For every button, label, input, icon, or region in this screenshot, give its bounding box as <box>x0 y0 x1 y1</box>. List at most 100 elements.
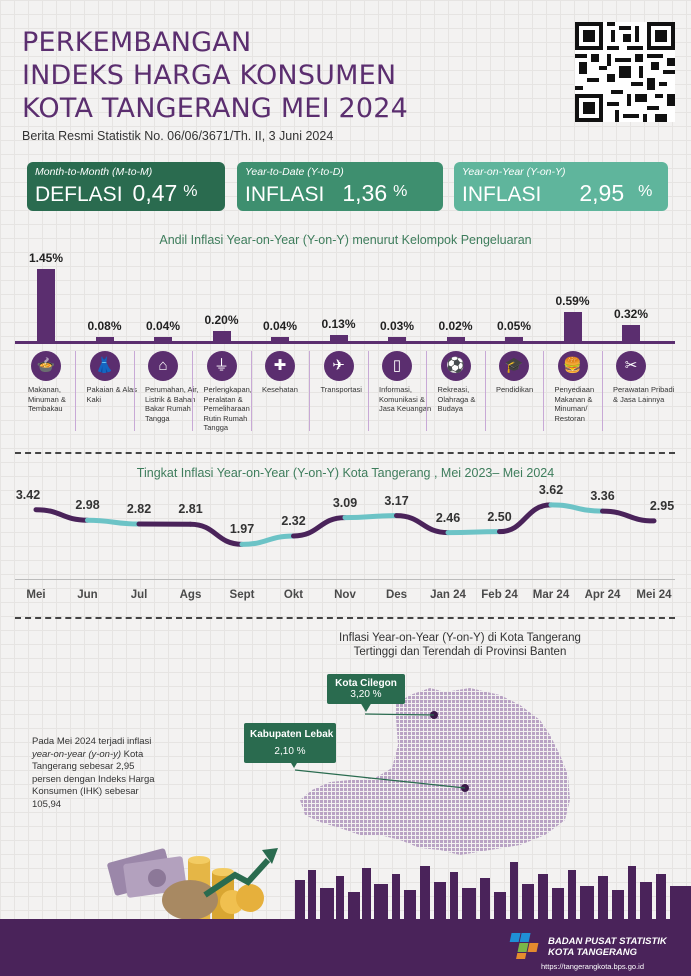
andil-category-label: Perlengkapan, Peralatan & Pemeliharaan R… <box>203 385 252 432</box>
andil-bar <box>37 269 55 341</box>
andil-bar <box>95 337 114 341</box>
trend-month-label: Sept <box>229 589 255 601</box>
footer-bar <box>0 919 691 976</box>
yoy-box: Year-on-Year (Y-on-Y) INFLASI 2,95% <box>454 162 668 211</box>
andil-separator <box>250 351 252 431</box>
bps-name-line-1: BADAN PUSAT STATISTIK <box>548 936 667 947</box>
andil-bar-value: 0.59% <box>555 293 590 308</box>
trend-point-value: 2.95 <box>649 498 675 513</box>
title-line-1: PERKEMBANGAN <box>22 27 252 58</box>
andil-separator <box>601 351 603 431</box>
andil-separator <box>367 351 369 431</box>
yoy-value: 2,95 <box>579 180 625 206</box>
growth-arrow-icon <box>203 857 271 898</box>
andil-category-label: Rekreasi, Olahraga & Budaya <box>437 385 476 413</box>
trend-month-label: Mei 24 <box>636 589 672 601</box>
ytd-box: Year-to-Date (Y-to-D) INFLASI 1,36% <box>237 162 443 211</box>
mtm-value: 0,47 <box>132 180 178 206</box>
lowest-callout: Kabupaten Lebak 2,10 % <box>244 723 336 763</box>
andil-separator <box>75 351 77 431</box>
andil-bar <box>622 325 640 341</box>
trend-line-segment <box>85 517 142 527</box>
trend-point-value: 3.42 <box>15 487 41 502</box>
andil-category-label: Pendidikan <box>496 385 534 394</box>
andil-category-label: Pakaian & Alas Kaki <box>86 385 137 404</box>
andil-bar-value: 0.08% <box>87 319 122 333</box>
trend-point-value: 2.81 <box>178 502 203 517</box>
title-line-3: KOTA TANGERANG MEI 2024 <box>22 93 409 124</box>
yoy-kind: INFLASI <box>462 183 542 206</box>
trend-month-label: Mei <box>26 589 46 601</box>
money-bag-icon <box>162 880 218 920</box>
andil-separator <box>484 351 486 431</box>
yoy-unit: % <box>638 183 653 200</box>
map-title-line-2: Tertinggi dan Terendah di Provinsi Bante… <box>353 646 567 658</box>
trend-point-value: 2.98 <box>75 498 100 513</box>
andil-separator <box>309 351 311 431</box>
andil-baseline <box>15 341 675 344</box>
andil-bar <box>212 331 231 341</box>
note-suffix: Kota Tangerang sebesar 2,95 persen denga… <box>32 748 155 810</box>
trend-point-value: 2.50 <box>487 509 512 524</box>
trend-month-label: Jun <box>77 589 98 601</box>
trend-line-segment <box>188 521 245 547</box>
highest-name: Kota Cilegon <box>335 678 397 689</box>
andil-bar-value: 0.04% <box>262 319 298 333</box>
trend-point-value: 3.36 <box>590 489 615 504</box>
dress-icon: 👗 <box>89 351 120 381</box>
andil-separator <box>192 351 194 431</box>
andil-bar-value: 0.05% <box>496 319 532 333</box>
trend-axis <box>15 579 675 580</box>
ytd-value: 1,36 <box>342 180 388 206</box>
andil-category-label: Perumahan, Air, Listrik & Bahan Bakar Ru… <box>145 385 199 423</box>
andil-bar <box>388 337 406 341</box>
trend-month-label: Feb 24 <box>481 589 518 601</box>
bps-name: BADAN PUSAT STATISTIK KOTA TANGERANG <box>548 936 667 958</box>
trend-month-label: Apr 24 <box>584 589 621 601</box>
bps-logo-icon[interactable] <box>508 931 544 961</box>
andil-bar <box>154 337 172 341</box>
mtm-label: Month-to-Month (M-to-M) <box>35 166 153 178</box>
appliance-icon: ⏚ <box>206 351 237 381</box>
trend-point-value: 3.62 <box>538 482 564 497</box>
bps-url-link[interactable]: https://tangerangkota.bps.go.id <box>541 962 644 971</box>
trend-line-segment <box>497 502 554 535</box>
sport-icon: ⚽ <box>440 351 471 381</box>
bps-name-line-2: KOTA TANGERANG <box>548 947 638 958</box>
map-title: Inflasi Year-on-Year (Y-on-Y) di Kota Ta… <box>240 631 680 659</box>
trend-line-segment <box>342 513 399 521</box>
trend-month-label: Des <box>385 589 408 601</box>
mtm-kind: DEFLASI <box>35 183 123 206</box>
graduation-cap-icon: 🎓 <box>499 351 529 381</box>
andil-bar-value: 0.32% <box>613 307 649 322</box>
ytd-label: Year-to-Date (Y-to-D) <box>245 166 344 178</box>
trend-line-segment <box>548 502 605 514</box>
andil-bar-value: 0.02% <box>438 319 473 333</box>
qr-code-icon[interactable] <box>575 22 675 122</box>
andil-separator <box>543 351 545 431</box>
map-title-line-1: Inflasi Year-on-Year (Y-on-Y) di Kota Ta… <box>339 632 581 644</box>
trend-chart <box>33 502 657 547</box>
trend-title: Tingkat Inflasi Year-on-Year (Y-on-Y) Ko… <box>136 466 555 480</box>
phone-icon: ▯ <box>382 351 412 381</box>
highest-value: 3,20 % <box>350 689 382 700</box>
trend-point-value: 2.82 <box>126 502 152 517</box>
andil-bar-value: 0.20% <box>204 313 239 328</box>
city-skyline-icon <box>295 862 691 920</box>
andil-bar <box>446 337 465 341</box>
title-line-2: INDEKS HARGA KONSUMEN <box>22 60 397 91</box>
inflation-note: Pada Mei 2024 terjadi inflasi year-on-ye… <box>32 736 162 811</box>
trend-point-value: 3.17 <box>384 493 409 508</box>
andil-category-label: Penyediaan Makanan & Minuman/ Restoran <box>554 385 595 423</box>
andil-separator <box>133 351 135 431</box>
trend-point-value: 3.09 <box>332 495 358 510</box>
trend-month-label: Jul <box>130 589 148 601</box>
first-aid-icon: ✚ <box>265 351 295 381</box>
house-icon: ⌂ <box>148 351 178 381</box>
ytd-unit: % <box>393 183 408 200</box>
andil-category-label: Transportasi <box>320 385 362 394</box>
ytd-kind: INFLASI <box>245 183 325 206</box>
decorative-illustration <box>107 848 691 920</box>
andil-bar <box>505 337 523 341</box>
trend-month-label: Okt <box>283 589 304 601</box>
